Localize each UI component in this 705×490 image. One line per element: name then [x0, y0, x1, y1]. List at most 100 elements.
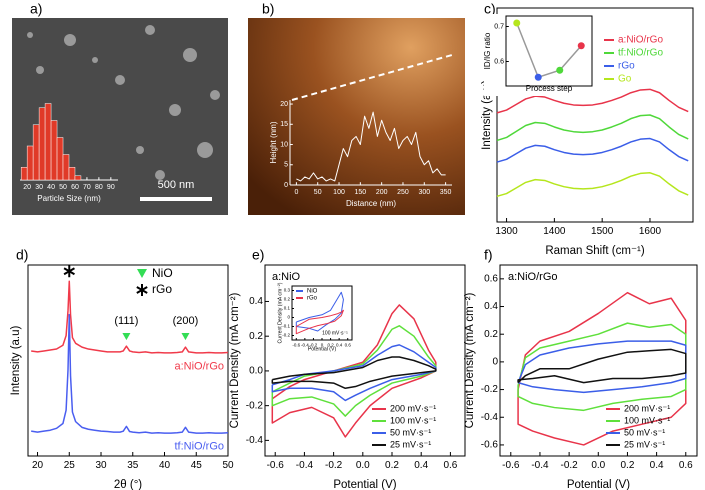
- series-label: a:NiO/rGo: [174, 360, 224, 372]
- legend-label: 200 mV·s⁻¹: [624, 403, 670, 413]
- x-tick-label: 40: [159, 460, 171, 471]
- series-line: [295, 291, 344, 332]
- data-point: [534, 73, 542, 81]
- x-axis-label: Potential (V): [567, 479, 630, 490]
- series-line: [31, 280, 229, 354]
- x-axis-label: Particle Size (nm): [37, 194, 101, 203]
- series-line: [496, 137, 689, 163]
- histogram-bar: [32, 124, 40, 181]
- panel-label: a): [30, 1, 42, 17]
- x-tick-label: -0.4: [531, 460, 549, 471]
- legend-label: 25 mV·s⁻¹: [624, 439, 665, 449]
- x-tick-label: -0.6: [502, 460, 520, 471]
- x-tick-label: 0.2: [327, 343, 334, 348]
- sem-particles: [27, 25, 220, 180]
- x-tick-label: 0: [294, 189, 298, 196]
- histogram-bar: [68, 167, 76, 181]
- x-tick-label: 1400: [543, 226, 566, 237]
- x-tick-label: 150: [354, 189, 366, 196]
- y-tick-label: 5: [284, 162, 288, 169]
- x-tick-label: 20: [23, 184, 31, 191]
- legend-label: rGo: [307, 296, 318, 302]
- x-tick-label: 30: [95, 460, 107, 471]
- profile-path: [291, 54, 453, 101]
- histogram-bar: [50, 120, 58, 181]
- x-tick-label: 350: [440, 189, 452, 196]
- x-tick-label: -0.6: [267, 460, 285, 471]
- legend-label: 200 mV·s⁻¹: [390, 403, 436, 413]
- y-axis-label: Current Density (mA cm⁻²): [464, 292, 476, 428]
- panel-label: d): [16, 247, 28, 263]
- histogram-bar: [74, 175, 82, 181]
- panel-label: c): [484, 1, 496, 17]
- x-tick-label: 1600: [639, 226, 662, 237]
- y-tick-label: -0.4: [246, 435, 264, 446]
- legend-label: 100 mV·s⁻¹: [390, 415, 436, 425]
- y-tick-label: 20: [280, 101, 288, 108]
- series-line: [295, 309, 344, 335]
- legend-symbol: [137, 269, 147, 278]
- x-tick-label: 100: [333, 189, 345, 196]
- x-axis-label: Raman Shift (cm⁻¹): [545, 245, 645, 257]
- x-tick-label: 50: [222, 460, 234, 471]
- x-tick-label: -0.2: [310, 343, 318, 348]
- x-tick-label: 0.6: [345, 343, 352, 348]
- series-line: [271, 344, 437, 402]
- peak-marker: [122, 332, 131, 341]
- data-point: [513, 19, 521, 27]
- data-point: [577, 42, 585, 50]
- y-tick-label: 0.7: [494, 23, 504, 30]
- annotation: 100 mV·s⁻¹: [322, 330, 348, 336]
- annotation: a:NiO: [272, 271, 301, 283]
- series-line: [31, 313, 229, 434]
- x-tick-label: 0.6: [443, 460, 457, 471]
- histogram-bar: [38, 107, 46, 181]
- x-tick-label: -0.2: [325, 460, 343, 471]
- y-tick-label: 0.2: [284, 297, 291, 302]
- x-tick-label: -0.4: [296, 460, 314, 471]
- y-axis-label: ID/IG ratio: [483, 32, 492, 69]
- y-tick-label: -0.4: [481, 412, 499, 423]
- legend-label: 100 mV·s⁻¹: [624, 415, 670, 425]
- x-tick-label: 70: [83, 184, 91, 191]
- x-tick-label: 80: [95, 184, 103, 191]
- x-tick-label: 0: [321, 343, 324, 348]
- y-axis-label: Intensity (a.u): [10, 325, 22, 395]
- x-tick-label: 0.2: [385, 460, 399, 471]
- x-tick-label: 0.4: [650, 460, 664, 471]
- y-axis-label: Intensity (a.u): [481, 80, 493, 150]
- x-axis-label: Distance (nm): [346, 199, 396, 208]
- x-tick-label: 0.2: [620, 460, 634, 471]
- histogram-bar: [20, 167, 28, 181]
- legend-label: tf:NiO/rGo: [618, 48, 663, 59]
- x-tick-label: 50: [314, 189, 322, 196]
- legend-label: NiO: [152, 266, 173, 280]
- series-line: [496, 172, 689, 198]
- y-tick-label: 0.2: [249, 331, 263, 342]
- y-tick-label: 0: [492, 357, 498, 368]
- x-tick-label: 60: [71, 184, 79, 191]
- series-line: [496, 88, 689, 114]
- legend-label: 50 mV·s⁻¹: [390, 427, 431, 437]
- series-line: [271, 356, 437, 390]
- x-axis-label: Potential (V): [333, 479, 396, 490]
- histogram-bar: [62, 154, 70, 181]
- y-axis-label: Current Density (mA cm⁻²): [229, 292, 241, 428]
- x-tick-label: 1500: [591, 226, 614, 237]
- y-tick-label: -0.1: [282, 324, 290, 329]
- plot-frame: [505, 15, 593, 87]
- y-tick-label: -0.6: [481, 440, 499, 451]
- x-axis-label: Process step: [526, 84, 573, 93]
- peak-label: (200): [173, 315, 199, 327]
- x-tick-label: 20: [32, 460, 44, 471]
- x-tick-label: 0.4: [336, 343, 343, 348]
- series-label: tf:NiO/rGo: [174, 441, 224, 453]
- x-tick-label: 90: [107, 184, 115, 191]
- y-tick-label: 15: [280, 121, 288, 128]
- legend-label: NiO: [307, 289, 318, 295]
- x-tick-label: 25: [64, 460, 76, 471]
- y-tick-label: 10: [280, 141, 288, 148]
- series-line: [517, 322, 687, 412]
